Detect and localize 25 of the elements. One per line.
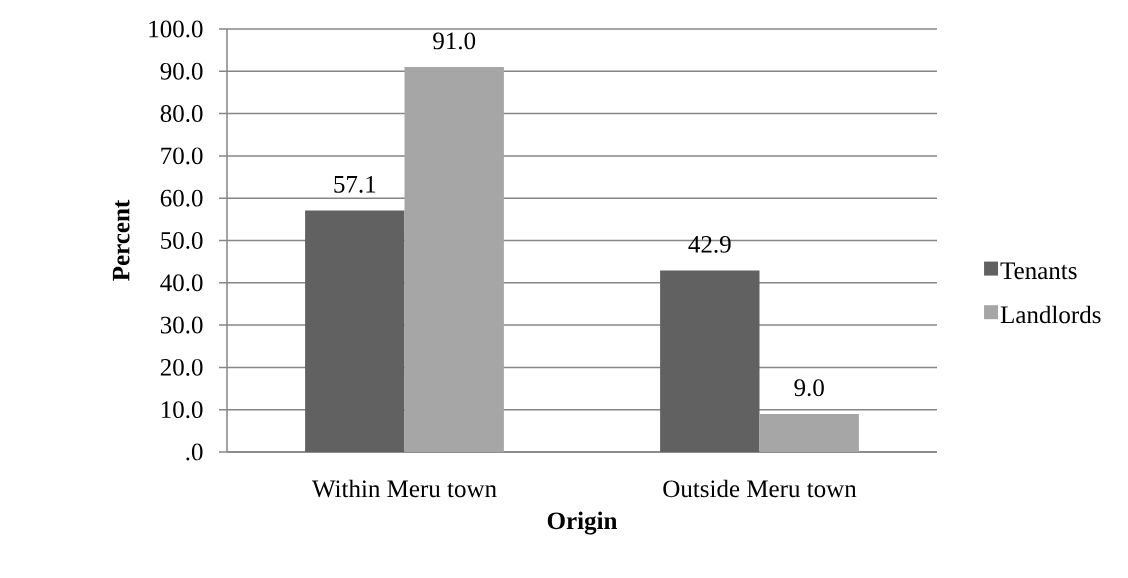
x-tick-label: Outside Meru town: [663, 479, 857, 498]
y-tick-label: 80.0: [160, 105, 203, 123]
y-tick-label: .0: [186, 443, 203, 461]
y-tick-label: 40.0: [160, 274, 203, 292]
x-tick-label: Within Meru town: [312, 479, 497, 498]
legend-label: Landlords: [1000, 305, 1101, 324]
y-tick-label: 50.0: [161, 232, 203, 249]
y-tick-label: 10.0: [161, 401, 203, 419]
data-label: 42.9: [688, 235, 731, 253]
data-label: 9.0: [794, 379, 824, 397]
y-tick-label: 30.0: [160, 316, 203, 334]
bar: [660, 270, 760, 452]
y-tick-label: 20.0: [160, 358, 203, 376]
y-tick-label: 100.0: [149, 20, 203, 38]
y-tick-label: 70.0: [161, 147, 203, 165]
legend-label: Tenants: [1000, 262, 1077, 280]
bar: [759, 413, 859, 452]
y-tick-label: 90.0: [160, 62, 203, 80]
data-label: 57.1: [334, 175, 376, 193]
bar: [305, 210, 405, 452]
y-tick-label: 60.0: [160, 189, 203, 207]
bar: [404, 67, 504, 452]
y-axis-title: Percent: [112, 199, 130, 281]
data-label: 91.0: [433, 32, 476, 50]
x-axis-title: Origin: [547, 511, 618, 535]
